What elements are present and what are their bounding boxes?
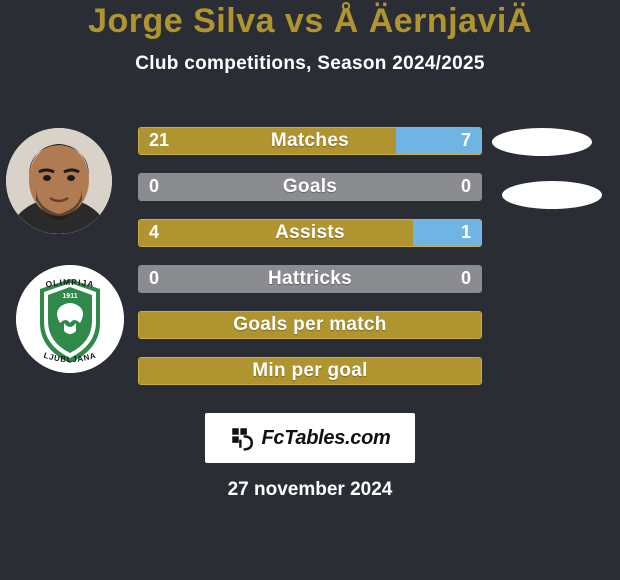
stat-row-goals-per-match: Goals per match	[138, 311, 482, 339]
bar-value-left: 21	[149, 130, 169, 151]
bar-label: Hattricks	[139, 268, 481, 290]
bar-value-left: 4	[149, 222, 159, 243]
bar-value-right: 0	[461, 268, 471, 289]
stat-row-hattricks: Hattricks0 0	[138, 265, 482, 293]
bar-label: Assists	[139, 222, 481, 244]
bar-value-left: 0	[149, 176, 159, 197]
brand-text: FcTables.com	[261, 427, 390, 450]
bar-value-right: 0	[461, 176, 471, 197]
footer-date: 27 november 2024	[228, 479, 393, 501]
subtitle: Club competitions, Season 2024/2025	[135, 53, 484, 75]
stat-row-goals: Goals0 0	[138, 173, 482, 201]
bar-value-right: 1	[461, 222, 471, 243]
bar-label: Goals per match	[139, 314, 481, 336]
bar-value-left: 0	[149, 268, 159, 289]
fctables-logo-icon	[229, 425, 255, 451]
bar-label: Matches	[139, 130, 481, 152]
bar-value-right: 7	[461, 130, 471, 151]
player2-crest: 1911 OLIMPIJA LJUBLJANA	[16, 265, 124, 373]
stat-row-min-per-goal: Min per goal	[138, 357, 482, 385]
brand-box: FcTables.com	[205, 413, 415, 463]
decor-ellipse-2	[502, 181, 602, 209]
decor-ellipse-1	[492, 128, 592, 156]
page-title: Jorge Silva vs Å ÄernjaviÄ	[88, 2, 532, 41]
player2-crest-icon: 1911 OLIMPIJA LJUBLJANA	[16, 265, 124, 373]
player1-avatar	[6, 128, 112, 234]
stat-row-matches: Matches21 7	[138, 127, 482, 155]
stat-row-assists: Assists4 1	[138, 219, 482, 247]
content-root: Jorge Silva vs Å ÄernjaviÄ Club competit…	[0, 0, 620, 580]
bar-label: Min per goal	[139, 360, 481, 382]
crest-year: 1911	[62, 293, 77, 300]
comparison-stage: 1911 OLIMPIJA LJUBLJANA M	[0, 105, 620, 405]
bar-label: Goals	[139, 176, 481, 198]
stat-bars: Matches217Goals00Assists41Hattricks00Goa…	[138, 127, 482, 403]
player1-portrait-icon	[6, 128, 112, 234]
